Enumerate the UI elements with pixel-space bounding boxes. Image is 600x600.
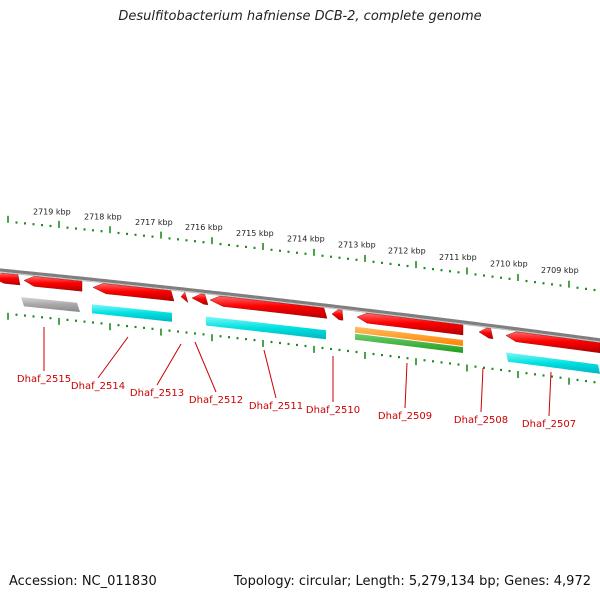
kbp-label: 2715 kbp <box>236 229 274 238</box>
cds-cyan-band-2511 <box>206 316 326 340</box>
map-title: Desulfitobacterium hafniense DCB-2, comp… <box>118 9 482 24</box>
gene-arrow-0 <box>0 272 21 286</box>
gene-label-leader <box>263 349 277 399</box>
tick-layer <box>7 215 596 385</box>
kbp-label: 2719 kbp <box>33 207 71 216</box>
gene-label-leader <box>548 371 552 417</box>
kbp-label: 2713 kbp <box>338 241 376 250</box>
feature-layer <box>0 272 600 374</box>
gene-label-leader <box>404 362 408 409</box>
cds-cyan-band-2514 <box>92 304 172 322</box>
gene-arrow-7 <box>356 312 464 336</box>
gene-label-leader <box>97 336 129 379</box>
kbp-label: 2711 kbp <box>439 253 477 262</box>
gene-label: Dhaf_2509 <box>378 411 432 422</box>
cds-green-band <box>355 333 463 353</box>
gene-arrow-5 <box>209 295 328 319</box>
gene-arrow-8 <box>478 327 494 340</box>
backbone-layer <box>0 268 600 343</box>
kbp-label: 2712 kbp <box>388 247 426 256</box>
cds-cyan-band-2507 <box>506 352 600 374</box>
gene-label: Dhaf_2508 <box>454 415 508 426</box>
kbp-label: 2716 kbp <box>185 223 223 232</box>
gene-arrow-1 <box>23 276 83 292</box>
gene-label-leader <box>194 341 217 393</box>
gene-label: Dhaf_2514 <box>71 381 125 392</box>
gene-label: Dhaf_2515 <box>17 374 71 385</box>
cds-grey-band <box>21 297 80 313</box>
gene-arrow-6 <box>331 309 344 321</box>
gene-label-leader <box>156 343 182 386</box>
kbp-label: 2718 kbp <box>84 213 122 222</box>
kbp-label: 2714 kbp <box>287 235 325 244</box>
topology-text: Topology: circular; Length: 5,279,134 bp… <box>233 574 591 589</box>
gene-arrow-3 <box>180 291 189 304</box>
kbp-label: 2717 kbp <box>135 218 173 227</box>
gene-label: Dhaf_2507 <box>522 419 576 430</box>
kbp-label: 2709 kbp <box>541 266 579 275</box>
genome-backbone <box>0 268 600 342</box>
accession-text: Accession: NC_011830 <box>9 574 157 589</box>
genome-backbone-shadow <box>0 271 600 343</box>
gene-arrow-4 <box>191 293 209 306</box>
gene-label: Dhaf_2512 <box>189 395 243 406</box>
gene-label: Dhaf_2511 <box>249 401 303 412</box>
gene-label: Dhaf_2510 <box>306 405 360 416</box>
gene-arrow-9 <box>505 331 600 354</box>
cds-orange-band <box>355 326 463 346</box>
kbp-label: 2710 kbp <box>490 259 528 268</box>
gene-label: Dhaf_2513 <box>130 388 184 399</box>
label-layer: 2719 kbp 2718 kbp 2717 kbp 2716 kbp 2715 kbp… <box>17 207 579 430</box>
gene-label-leader <box>480 367 484 413</box>
gene-arrow-2 <box>92 283 175 302</box>
